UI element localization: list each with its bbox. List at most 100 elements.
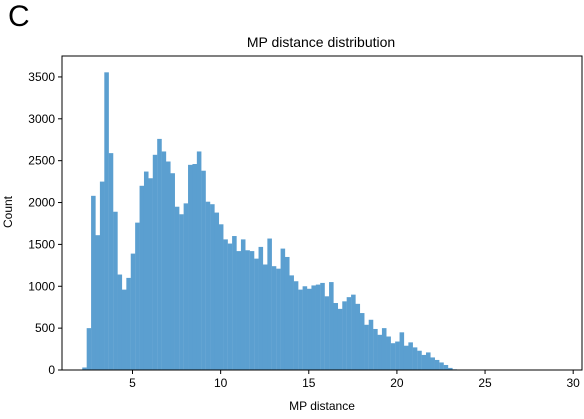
histogram-bar [373, 328, 378, 370]
histogram-bar [117, 274, 123, 370]
panel-letter: C [8, 0, 30, 33]
histogram-bar [254, 258, 259, 370]
y-tick-label: 2500 [28, 154, 55, 168]
histogram-bar [311, 285, 316, 370]
y-tick-label: 3500 [28, 70, 55, 84]
histogram-bar [245, 250, 250, 370]
histogram-bar [249, 251, 255, 370]
histogram-bar [359, 313, 365, 370]
histogram-bar [113, 211, 118, 370]
histogram-bar [214, 212, 220, 370]
histogram-bar [355, 303, 361, 370]
histogram-bar [174, 206, 180, 370]
histogram-bar [121, 289, 127, 370]
x-tick-label: 5 [129, 376, 136, 390]
histogram-bar [421, 354, 427, 370]
histogram-bar [95, 235, 101, 370]
y-tick-label: 500 [35, 321, 55, 335]
x-tick-label: 20 [390, 376, 404, 390]
histogram-bar [104, 72, 109, 370]
histogram-bar [320, 282, 325, 370]
x-tick-label: 25 [478, 376, 492, 390]
histogram-bar [337, 308, 343, 370]
x-axis-label: MP distance [289, 399, 355, 413]
histogram-bar [139, 185, 145, 370]
histogram-bar [82, 367, 87, 370]
plot-frame [61, 55, 583, 371]
histogram-bar [108, 153, 114, 370]
histogram-bar [329, 282, 334, 370]
histogram-bar [280, 248, 286, 370]
x-tick-label: 15 [302, 376, 316, 390]
y-tick-label: 3000 [28, 112, 55, 126]
x-axis-ticks: 5 10 15 20 25 30 [129, 370, 580, 390]
histogram-bar [346, 297, 352, 370]
histogram-bar [434, 359, 440, 370]
histogram-bar [232, 236, 237, 370]
histogram-bar [227, 243, 233, 370]
histogram-bar [395, 341, 400, 370]
histogram-bar [430, 357, 435, 370]
histogram-bar [218, 224, 224, 370]
histogram-bar [439, 362, 444, 370]
histogram-bar [408, 342, 413, 370]
histogram-bar [307, 288, 312, 370]
histogram-bar [201, 170, 206, 370]
histogram-bar [152, 154, 158, 370]
histogram-bar [302, 286, 308, 370]
y-axis-label: Count [1, 195, 15, 228]
histogram-bar [293, 281, 299, 370]
histogram-bar [166, 161, 171, 370]
y-tick-label: 0 [48, 363, 55, 377]
histogram-bar [324, 296, 330, 370]
histogram-bar [342, 301, 347, 370]
x-tick-label: 30 [567, 376, 581, 390]
histogram-bar [240, 239, 246, 370]
histogram-bar [205, 201, 211, 370]
histogram-bar [210, 204, 215, 370]
histogram-bar [179, 214, 184, 370]
chart-title: MP distance distribution [247, 34, 395, 50]
y-axis-ticks: 0 500 1000 1500 2000 2500 3000 3500 [28, 70, 62, 377]
histogram-bar [289, 275, 294, 370]
histogram-bar [368, 319, 374, 370]
histogram-bar [183, 203, 189, 370]
histogram-bar [377, 334, 383, 370]
histogram-bar [262, 264, 268, 370]
histogram-bar [135, 222, 140, 370]
histogram-bar [448, 367, 453, 370]
histogram-bar [426, 352, 431, 370]
histogram-bar [412, 347, 418, 370]
histogram-bar [399, 332, 405, 370]
histogram-bar [196, 151, 202, 370]
y-tick-label: 1500 [28, 237, 55, 251]
histogram-bar [236, 251, 242, 370]
histogram-bar [99, 181, 105, 370]
histogram-bar [390, 343, 396, 370]
histogram-bar [188, 164, 193, 370]
histogram-bar [417, 350, 422, 370]
y-tick-label: 2000 [28, 196, 55, 210]
histogram-bar [161, 151, 167, 370]
histogram-bar [333, 303, 339, 370]
histogram-bar [126, 277, 131, 370]
histogram-bar [271, 266, 277, 370]
histogram-bar [91, 195, 96, 370]
histogram-bar [381, 328, 387, 370]
histogram-bar [258, 246, 264, 370]
histogram-bar [403, 345, 409, 370]
histogram-bar [351, 294, 356, 370]
histogram-bar [276, 268, 281, 370]
histogram-bar [148, 178, 153, 370]
y-tick-label: 1000 [28, 279, 55, 293]
histogram-bar [443, 364, 449, 370]
histogram-bar [364, 324, 369, 370]
histogram-bar [267, 238, 272, 370]
bars-group [82, 72, 457, 370]
histogram-bar [223, 239, 228, 370]
histogram-bar [298, 289, 303, 370]
histogram-bar [157, 138, 162, 370]
histogram-bar [192, 164, 197, 370]
x-tick-label: 10 [214, 376, 228, 390]
